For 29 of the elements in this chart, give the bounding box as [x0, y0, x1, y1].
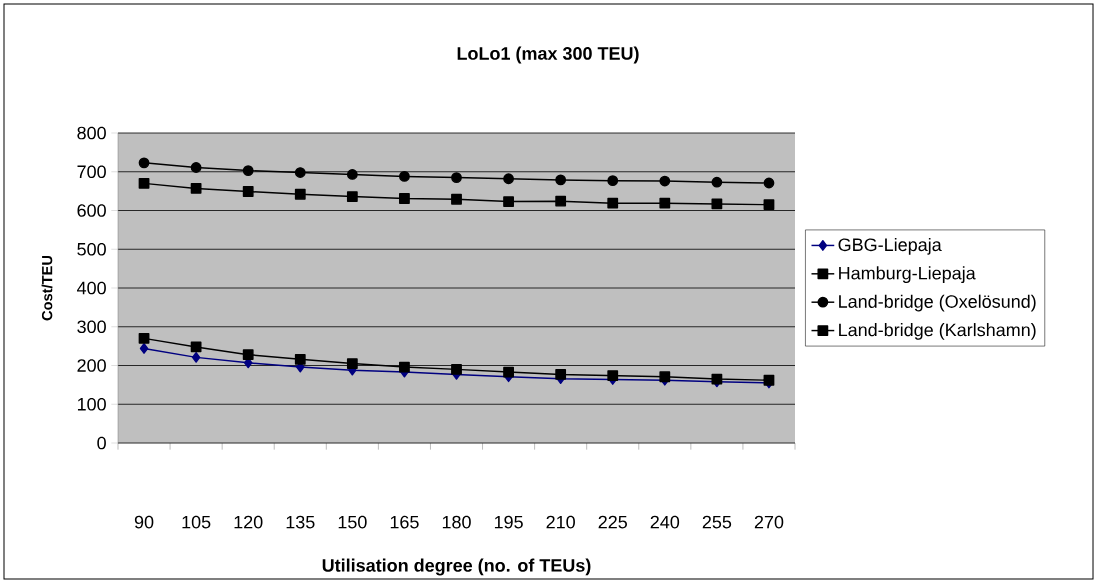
- y-tick-label: 300: [77, 320, 106, 334]
- x-tick-label: 165: [390, 515, 419, 529]
- x-tick-label: 210: [546, 515, 575, 529]
- y-tick-label: 800: [77, 126, 106, 140]
- y-tick-label: 500: [77, 242, 106, 256]
- x-axis-title: Utilisation degree (no. of TEUs): [322, 558, 591, 576]
- y-tick-label: 600: [77, 204, 106, 217]
- x-tick-label: 90: [134, 515, 154, 529]
- x-tick-label: 195: [494, 515, 523, 529]
- x-tick-label: 240: [650, 515, 680, 529]
- y-tick-label: 0: [97, 436, 106, 450]
- y-tick-label: 200: [77, 359, 106, 372]
- x-tick-label: 120: [234, 515, 263, 529]
- x-tick-label: 135: [286, 515, 315, 529]
- legend-label: Land-bridge (Oxelösund): [839, 294, 1036, 312]
- legend-label: GBG-Liepaja: [838, 237, 942, 255]
- y-axis-title: Cost/TEU: [41, 255, 53, 321]
- x-tick-label: 255: [702, 515, 732, 529]
- legend-label: Land-bridge (Karlshamn): [839, 323, 1036, 340]
- y-tick-label: 400: [77, 281, 106, 295]
- x-tick-label: 150: [338, 515, 367, 529]
- y-tick-label: 700: [77, 165, 106, 179]
- x-tick-label: 225: [598, 515, 627, 529]
- legend-label: Hamburg-Liepaja: [839, 266, 976, 284]
- x-tick-label: 105: [182, 515, 211, 529]
- x-tick-label: 180: [442, 515, 471, 529]
- x-tick-label: 270: [754, 515, 784, 529]
- y-tick-label: 100: [77, 397, 106, 411]
- chart-title: LoLo1 (max 300 TEU): [457, 46, 639, 64]
